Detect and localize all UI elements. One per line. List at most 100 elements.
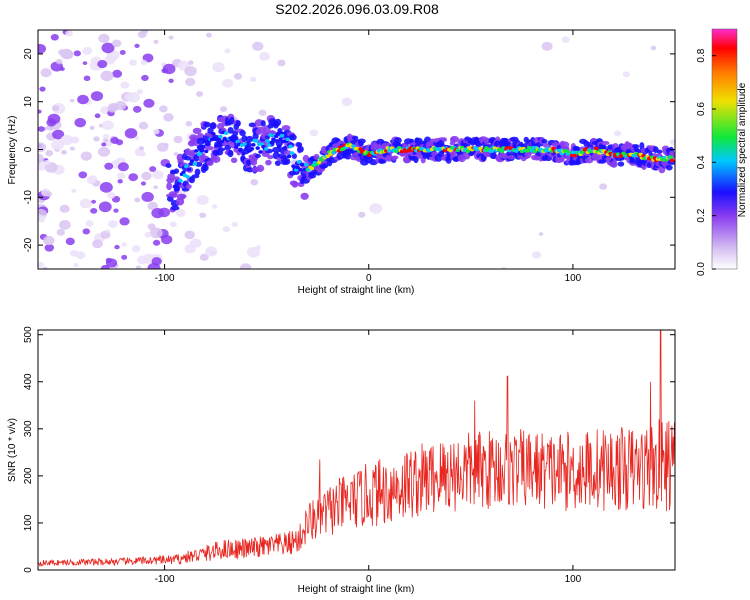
spectrogram-ridge	[282, 146, 288, 150]
spectrogram-blob	[239, 130, 246, 137]
spectrogram-blob	[58, 220, 71, 230]
spectrogram-blob	[610, 160, 618, 168]
spectrogram-blob	[39, 86, 46, 92]
spectrogram-blob	[90, 91, 104, 102]
spectrogram-blob	[185, 121, 193, 127]
spectrogram-ridge	[279, 133, 285, 138]
colorbar: 0.0 0.2 0.4 0.6 0.8 Normalized spectral ampl…	[696, 28, 748, 276]
spectrogram-ytick-label: 20	[23, 48, 34, 60]
colorbar-gradient	[711, 28, 738, 270]
spectrogram-blob	[71, 188, 77, 193]
spectrogram-ridge	[255, 146, 260, 150]
spectrogram-blob	[173, 168, 180, 174]
spectrogram-blob	[153, 185, 158, 190]
spectrogram-blob	[166, 182, 173, 191]
spectrogram-blob	[561, 36, 570, 44]
colorbar-tick-label: 0.4	[696, 155, 707, 169]
spectrogram-ridge	[299, 162, 305, 167]
spectrogram-blob	[52, 129, 65, 140]
spectrogram-blob	[129, 59, 137, 66]
spectrogram-blob	[600, 140, 610, 146]
spectrogram-blob	[196, 195, 209, 206]
spectrogram-ridge	[669, 158, 675, 163]
spectrogram-ridge	[386, 148, 392, 153]
spectrogram-blob	[140, 59, 148, 66]
spectrogram-ridge	[298, 167, 303, 172]
spectrogram-ridge	[199, 148, 205, 153]
spectrogram-ridge	[532, 149, 538, 154]
spectrogram-blob	[124, 128, 138, 139]
spectrogram-blob	[613, 130, 622, 137]
spectrogram-blob	[152, 128, 160, 135]
spectrogram-blob	[38, 262, 45, 268]
spectrogram-blob	[308, 173, 317, 179]
spectrogram-blob	[162, 63, 176, 75]
spectrogram-ridge	[194, 149, 199, 153]
snr-xtick-label: 100	[565, 574, 582, 585]
spectrogram-blob	[74, 117, 87, 128]
spectrogram-ridge	[172, 184, 177, 189]
spectrogram-ridge	[278, 137, 283, 141]
spectrogram-blob	[490, 151, 497, 160]
spectrogram-blob	[224, 48, 231, 54]
spectrogram-blob	[258, 109, 267, 116]
spectrogram-ridge	[251, 143, 256, 147]
spectrogram-blob	[265, 159, 272, 166]
spectrogram-blob	[483, 137, 490, 145]
spectrogram-blob	[309, 129, 319, 137]
spectrogram-blob	[391, 155, 397, 161]
spectrogram-blob	[227, 126, 234, 134]
spectrogram-blob	[209, 122, 217, 130]
spectrogram-blob	[99, 182, 113, 193]
spectrogram-blob	[248, 122, 257, 128]
spectrogram-blob	[247, 246, 261, 258]
spectrogram-blob	[211, 204, 218, 209]
spectrogram-ridge	[241, 151, 246, 156]
spectrogram-ridge	[235, 139, 240, 144]
spectrogram-ridge	[192, 162, 197, 166]
spectrogram-ridge	[224, 131, 229, 135]
spectrogram-blob	[121, 242, 128, 247]
spectrogram-blob	[59, 204, 70, 213]
spectrogram-blob	[119, 50, 126, 55]
spectrogram-blob	[600, 144, 607, 151]
spectrogram-blob	[98, 33, 110, 43]
spectrogram-blob	[300, 192, 309, 200]
spectrogram-blob	[211, 155, 221, 163]
spectrogram-blob	[105, 258, 118, 268]
spectrogram-blob	[156, 142, 169, 152]
spectrogram-ridge	[254, 139, 259, 143]
snr-frame	[37, 329, 676, 571]
spectrogram-blob	[104, 162, 114, 170]
spectrogram-blob	[206, 32, 212, 38]
spectrogram-blob	[185, 77, 196, 87]
spectrogram-blob	[82, 228, 90, 235]
spectrogram-blob	[169, 221, 177, 228]
spectrogram-blob	[168, 78, 174, 83]
spectrogram-blob	[147, 262, 161, 269]
spectrogram-blob	[97, 146, 111, 157]
spectrogram-blob	[204, 145, 214, 151]
spectrogram-ridge	[189, 159, 195, 163]
spectrogram-blob	[61, 149, 67, 155]
spectrogram-blob	[541, 41, 553, 51]
spectrogram-blob	[506, 155, 516, 160]
spectrogram-blob	[149, 166, 157, 172]
spectrogram-blob	[650, 45, 657, 51]
spectrogram-blob	[656, 149, 663, 154]
spectrogram-blob	[117, 162, 129, 172]
spectrogram-blob	[75, 251, 86, 260]
spectrogram-blob	[101, 120, 114, 131]
spectrogram-blob	[175, 208, 186, 218]
spectrogram-blob	[206, 160, 214, 166]
spectrogram-blob	[45, 191, 53, 197]
spectrogram-ridge	[185, 175, 190, 179]
spectrogram-ridge	[301, 176, 306, 180]
colorbar-label: Normalized spectral amplitude	[737, 82, 748, 217]
spectrogram-blob	[128, 173, 139, 182]
spectrogram-blob	[538, 232, 544, 236]
spectrogram-blob	[140, 151, 146, 157]
spectrogram-blob	[272, 146, 281, 153]
spectrogram-blob	[38, 43, 47, 54]
